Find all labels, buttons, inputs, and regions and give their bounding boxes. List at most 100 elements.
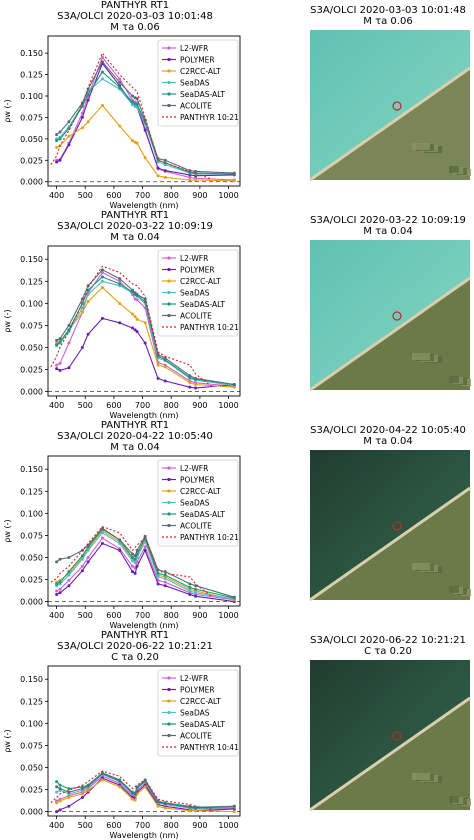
data-point	[118, 279, 122, 283]
legend-label: PANTHYR 10:41	[180, 743, 239, 752]
legend-label: POLYMER	[180, 55, 215, 64]
data-point	[55, 145, 59, 149]
data-point	[100, 541, 104, 545]
data-point	[163, 584, 167, 588]
y-tick-label: 0.000	[20, 808, 43, 817]
data-point	[135, 97, 139, 101]
x-tick-label: 600	[106, 611, 121, 620]
data-point	[55, 343, 59, 347]
legend-marker	[167, 80, 171, 85]
legend-label: SeaDAS-ALT	[180, 300, 225, 309]
x-tick-label: 700	[135, 191, 150, 200]
axes: 0.000 0.025 0.050 0.075 0.100 0.125 0.150 400 50…	[3, 465, 240, 630]
legend-marker	[167, 466, 171, 470]
y-tick-label: 0.150	[20, 255, 43, 264]
y-tick-label: 0.025	[20, 576, 43, 585]
satellite-image	[309, 30, 471, 182]
data-point	[55, 560, 59, 564]
data-point	[131, 552, 135, 556]
data-point	[55, 160, 59, 164]
legend-marker	[167, 489, 171, 493]
satellite-title-line: S3A/OLCI 2020-04-22 10:05:40	[310, 425, 466, 436]
data-point	[118, 538, 122, 542]
data-point	[163, 175, 167, 179]
legend-label: POLYMER	[180, 265, 215, 274]
satellite-image	[309, 660, 471, 812]
data-point	[55, 801, 59, 805]
legend-box	[157, 459, 239, 547]
station-marker	[392, 731, 402, 741]
legend-marker	[167, 302, 171, 306]
data-point	[55, 363, 59, 367]
data-point	[67, 573, 71, 577]
x-tick-label: 400	[49, 611, 64, 620]
data-point	[80, 557, 84, 561]
data-point	[131, 555, 135, 559]
chart-svg: 0.000 0.025 0.050 0.075 0.100 0.125 0.150 400 50…	[3, 450, 471, 630]
legend-marker	[167, 687, 171, 692]
chart-title: PANTHYR RT1 S3A/OLCI 2020-03-03 10:01:48 M…	[30, 0, 240, 33]
data-point	[188, 374, 192, 378]
data-point	[194, 386, 198, 390]
data-point	[118, 277, 122, 281]
data-point	[67, 795, 71, 799]
data-point	[86, 788, 90, 792]
series-line	[56, 532, 235, 600]
data-point	[188, 589, 192, 593]
x-tick-label: 900	[192, 611, 207, 620]
data-point	[80, 554, 84, 558]
data-point	[86, 560, 90, 564]
data-point	[143, 156, 147, 160]
data-point	[194, 591, 198, 595]
x-tick-label: 1000	[218, 611, 238, 620]
data-point	[163, 570, 167, 574]
series-line	[56, 537, 235, 601]
data-point	[156, 376, 160, 380]
station-marker	[392, 521, 402, 531]
legend-marker	[167, 103, 171, 108]
data-point	[80, 795, 84, 799]
series-line	[56, 104, 235, 182]
series-c2rcc-alt	[55, 103, 236, 183]
series-acolite	[55, 268, 236, 387]
series-line	[56, 269, 235, 386]
y-tick-label: 0.150	[20, 49, 43, 58]
data-point	[118, 785, 122, 789]
data-point	[58, 340, 62, 344]
x-tick-label: 400	[49, 401, 64, 410]
data-point	[156, 363, 160, 367]
legend-marker	[167, 279, 171, 283]
y-tick-label: 0.025	[20, 156, 43, 165]
data-point	[100, 285, 104, 289]
data-point	[58, 137, 62, 141]
data-point	[100, 77, 104, 81]
data-point	[232, 810, 236, 814]
y-axis-label: ρw (-)	[3, 99, 12, 122]
x-tick-label: 1000	[218, 191, 238, 200]
data-point	[156, 804, 160, 808]
legend-marker	[167, 313, 171, 318]
legend-label: C2RCC-ALT	[180, 697, 221, 706]
data-point	[86, 98, 90, 102]
data-point	[143, 785, 147, 789]
legend: L2-WFR POLYMER C2RCC-ALT SeaDAS SeaDAS-ALT AC…	[157, 459, 239, 547]
y-tick-label: 0.025	[20, 366, 43, 375]
x-tick-label: 900	[192, 191, 207, 200]
data-point	[194, 594, 198, 598]
y-tick-label: 0.050	[20, 343, 43, 352]
data-point	[55, 810, 59, 814]
y-axis-label: ρw (-)	[3, 519, 12, 542]
data-point	[188, 178, 192, 182]
x-tick-label: 600	[106, 401, 121, 410]
series-panthyr	[50, 525, 212, 597]
data-point	[100, 70, 104, 74]
legend-label: L2-WFR	[180, 674, 208, 683]
legend-marker	[167, 733, 171, 738]
data-point	[118, 548, 122, 552]
data-point	[194, 587, 198, 591]
legend-marker	[167, 290, 171, 295]
data-point	[135, 330, 139, 334]
data-point	[58, 808, 62, 812]
coastline	[309, 486, 471, 602]
satellite-title-line: M τa 0.04	[363, 226, 413, 237]
